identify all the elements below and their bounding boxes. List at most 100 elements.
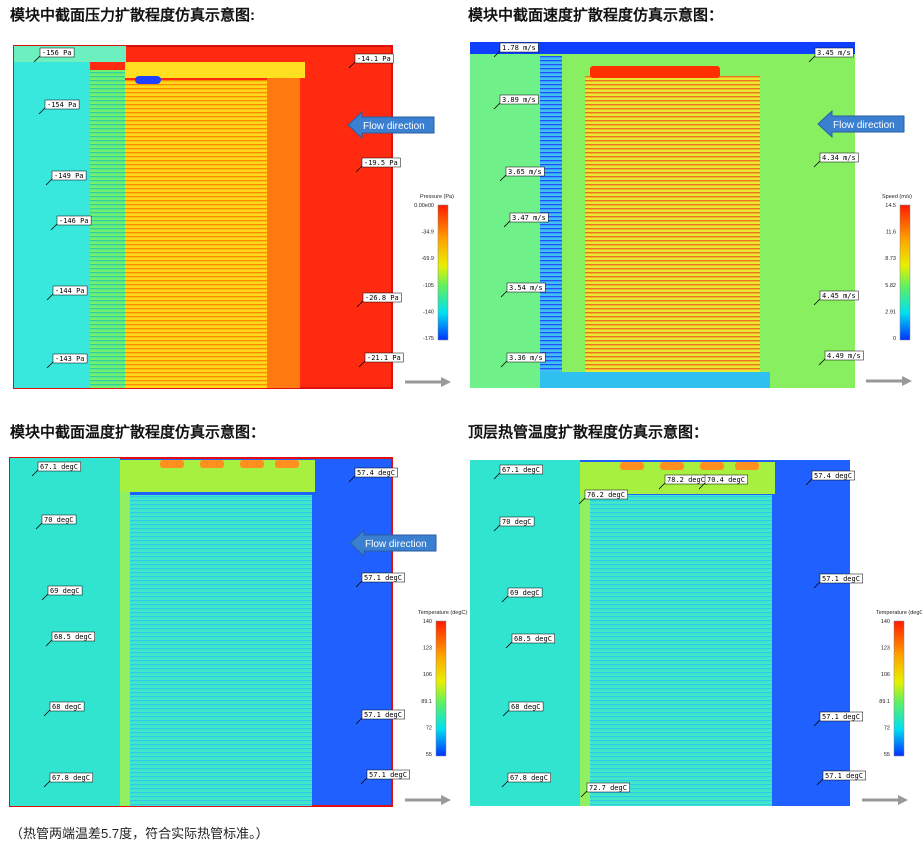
fin-zone [590,495,772,806]
fin-zone [90,70,125,388]
colorbar [437,204,449,341]
fin-zone [125,80,267,388]
colorbar [893,620,905,757]
flow-arrow [349,528,437,558]
probe-leader [499,174,507,182]
probe-box [584,489,628,500]
legend-tick: 55 [426,752,432,758]
probe-box [819,152,859,163]
probe-label: 68 degC [52,703,82,711]
probe-box [822,770,866,781]
probe-leader [46,293,54,301]
legend-tick: 106 [423,672,432,678]
fin-zone [580,490,590,806]
probe-box [52,285,88,296]
probe-label: 57.1 degC [364,574,402,582]
probe-box [586,782,630,793]
legend-title: Temperature (degC) [418,610,467,616]
panel-title: 顶层热管温度扩散程度仿真示意图： [468,423,708,441]
legend-tick: 140 [423,619,432,625]
probe-box [499,42,539,53]
bottom-band [540,372,770,388]
legend-title: Temperature (degC) [876,610,922,616]
probe-label: 57.4 degC [357,469,395,477]
legend-tick: 8.73 [885,256,896,262]
probe-box [49,772,93,783]
probe-label: 4.34 m/s [822,154,856,162]
probe-leader [505,641,513,649]
probe-leader [33,55,41,63]
probe-box [507,587,543,598]
fin-zone [540,56,562,388]
legend-title: Speed (m/s) [882,194,912,200]
legend-tick: 140 [881,619,890,625]
probe-label: 69 degC [510,589,540,597]
colorbar [899,204,911,341]
probe-label: -149 Pa [54,172,84,180]
legend-tick: 0.00e00 [414,203,434,209]
probe-label: 57.1 degC [825,772,863,780]
probe-leader [503,220,511,228]
probe-leader [493,472,501,480]
legend-tick: 0 [893,336,896,342]
blob [135,76,161,84]
probe-label: -154 Pa [47,101,77,109]
probe-box [819,711,863,722]
legend-tick: 14.5 [885,203,896,209]
probe-box [51,631,95,642]
hot-spot [660,462,684,470]
probe-label: 57.1 degC [822,713,860,721]
probe-label: 3.47 m/s [512,214,546,222]
probe-leader [50,223,58,231]
arrow-icon [405,377,451,387]
probe-leader [502,709,510,717]
probe-box [44,99,80,110]
probe-box [506,282,546,293]
probe-leader [355,580,363,588]
probe-label: 67.1 degC [40,463,78,471]
probe-leader [818,358,826,366]
probe-label: 3.36 m/s [509,354,543,362]
legend-tick: 89.1 [421,699,432,705]
legend-tick: 123 [423,646,432,652]
probe-label: 57.1 degC [822,575,860,583]
probe-label: 67.8 degC [52,774,90,782]
probe-leader [813,160,821,168]
probe-leader [578,497,586,505]
probe-box [361,572,405,583]
probe-leader [813,298,821,306]
probe-label: -26.8 Pa [365,294,399,302]
legend-tick: -69.9 [421,256,434,262]
probe-label: 76.2 degC [587,491,625,499]
hot-spot [160,460,184,468]
hot-spot [240,460,264,468]
probe-box [362,292,402,303]
legend-tick: -175 [423,336,434,342]
flow-arrow [817,109,905,139]
probe-leader [45,639,53,647]
probe-leader [355,717,363,725]
probe-leader [46,361,54,369]
probe-label: 68 degC [511,703,541,711]
probe-leader [805,478,813,486]
legend-title: Pressure (Pa) [420,194,454,200]
fin-zone [130,495,312,806]
probe-label: -143 Pa [55,355,85,363]
caption: （热管两端温差5.7度，符合实际热管标准。） [10,826,269,841]
probe-box [819,573,863,584]
flow-arrow [347,110,435,140]
top-band [470,42,855,54]
probe-label: 67.1 degC [502,466,540,474]
probe-leader [501,595,509,603]
hot-spot [700,462,724,470]
legend-tick: 123 [881,646,890,652]
probe-label: 67.8 degC [510,774,548,782]
probe-box [41,514,77,525]
flow-label: Flow direction [363,121,425,132]
probe-leader [348,475,356,483]
hot-spot [620,462,644,470]
probe-leader [493,524,501,532]
probe-leader [813,719,821,727]
probe-box [814,47,854,58]
probe-box [51,170,87,181]
